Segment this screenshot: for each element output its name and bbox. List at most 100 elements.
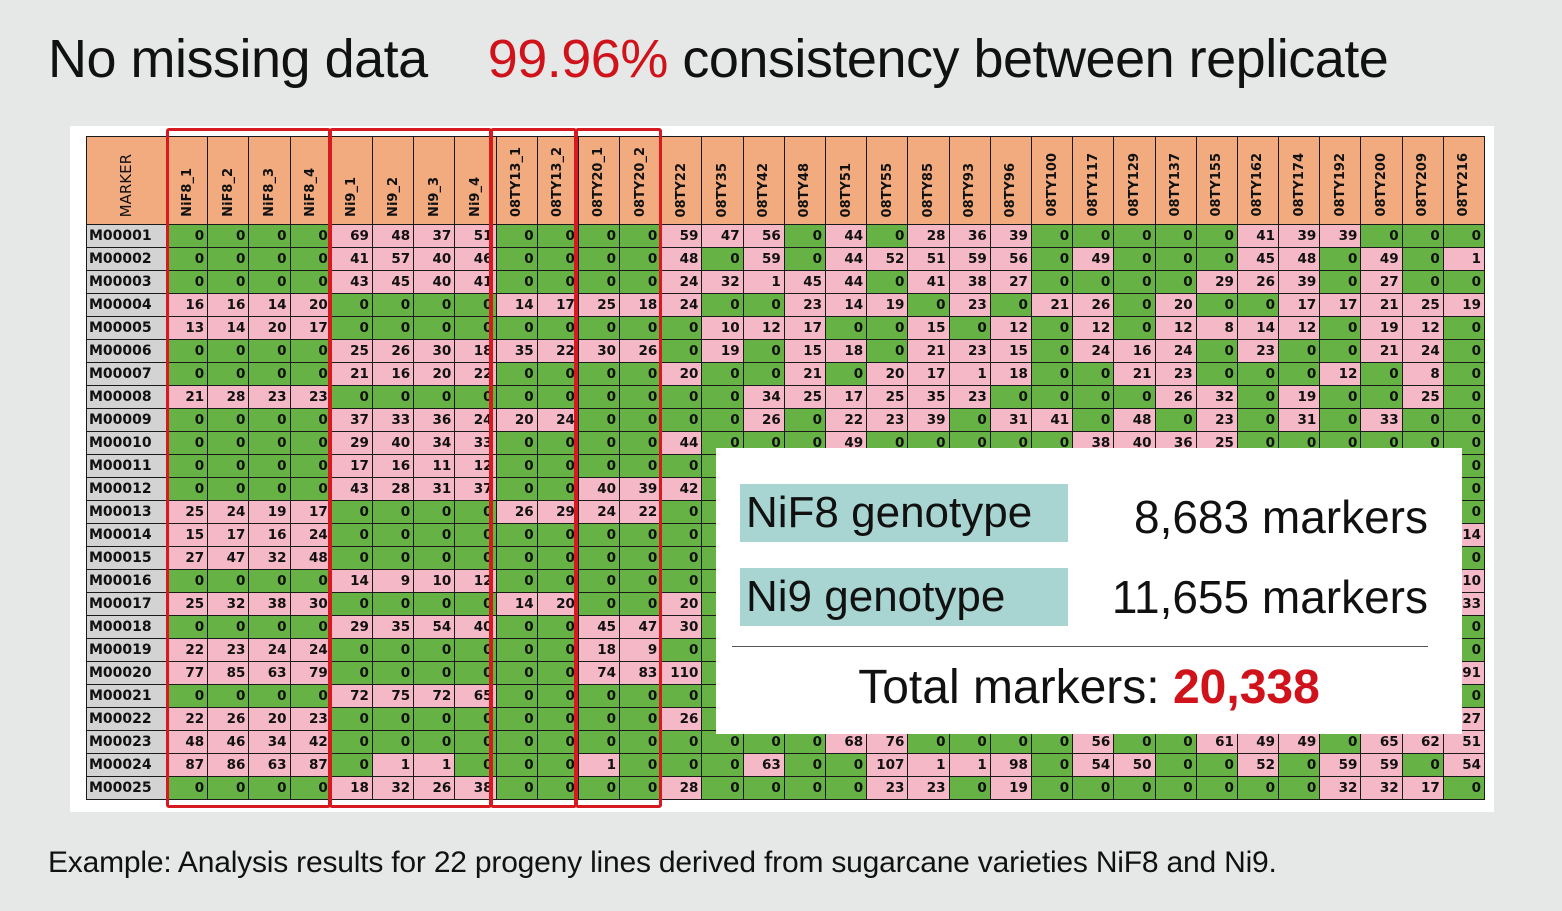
table-cell: 17 [1319, 293, 1362, 317]
table-cell: 23 [289, 385, 332, 409]
table-cell: 0 [577, 454, 621, 478]
table-cell: 44 [660, 431, 703, 455]
table-cell: 0 [577, 730, 621, 754]
table-cell: 0 [495, 753, 538, 777]
caption: Example: Analysis results for 22 progeny… [48, 846, 1277, 879]
table-cell: 41 [330, 247, 373, 271]
table-cell: 0 [165, 431, 209, 455]
column-header: NiF8_4 [289, 136, 332, 225]
table-cell: 51 [454, 224, 497, 248]
column-header: 08TY96 [989, 136, 1032, 225]
table-cell: 0 [1442, 224, 1486, 248]
column-header: 08TY22 [660, 136, 703, 225]
table-cell: 38 [248, 592, 291, 616]
table-cell: 0 [371, 592, 415, 616]
table-cell: 1 [742, 270, 785, 294]
table-cell: 28 [371, 477, 415, 501]
table-cell: 25 [783, 385, 827, 409]
table-cell: 0 [1236, 362, 1280, 386]
table-cell: 0 [1113, 730, 1156, 754]
table-cell: 0 [248, 247, 291, 271]
table-cell: 17 [783, 316, 827, 340]
table-cell: 31 [413, 477, 456, 501]
column-header: 08TY51 [824, 136, 868, 225]
table-cell: 0 [536, 224, 579, 248]
table-cell: 0 [495, 615, 538, 639]
table-row: M00007 0 0 0 0 21 16 20 22 0 0 0 0 20 0 0 21 0 20 17 1 18 0 0 21… [86, 362, 1486, 386]
table-cell: 0 [1154, 224, 1197, 248]
table-cell: 0 [866, 339, 909, 363]
table-cell: 0 [371, 638, 415, 662]
column-header: 08TY200 [1360, 136, 1403, 225]
table-cell: 26 [1236, 270, 1280, 294]
column-header: Ni9_1 [330, 136, 373, 225]
table-cell: 17 [824, 385, 868, 409]
table-cell: 0 [289, 408, 332, 432]
table-cell: 63 [248, 753, 291, 777]
table-cell: 59 [1319, 753, 1362, 777]
table-cell: 63 [248, 661, 291, 685]
table-cell: 30 [413, 339, 456, 363]
table-cell: 20 [660, 592, 703, 616]
table-cell: 24 [289, 638, 332, 662]
table-cell: 0 [495, 431, 538, 455]
table-cell: 0 [1072, 224, 1115, 248]
table-cell: 0 [454, 523, 497, 547]
table-cell: 17 [907, 362, 950, 386]
table-cell: 10 [413, 569, 456, 593]
table-cell: 0 [371, 730, 415, 754]
table-cell: 11 [413, 454, 456, 478]
table-cell: 0 [371, 316, 415, 340]
table-cell: 24 [577, 500, 621, 524]
table-row: M00004 16 16 14 20 0 0 0 0 14 17 25 18 24 0 0 23 14 19 0 23 0… [86, 293, 1486, 317]
table-cell: 32 [1360, 776, 1403, 800]
table-cell: 0 [1278, 753, 1321, 777]
table-cell: 12 [1319, 362, 1362, 386]
table-row: M00003 0 0 0 0 43 45 40 41 0 0 0 0 24 32 1 45 44 0 41 38 27 0 0… [86, 270, 1486, 294]
table-cell: 26 [619, 339, 662, 363]
headline-percent: 99.96% [487, 29, 669, 89]
table-cell: 47 [207, 546, 250, 570]
marker-id: M00006 [86, 339, 167, 363]
table-cell: 0 [619, 776, 662, 800]
summary-panel: NiF8 genotype 8,683 markers Ni9 genotype… [716, 448, 1462, 734]
table-cell: 23 [207, 638, 250, 662]
table-cell: 23 [948, 385, 991, 409]
table-cell: 0 [454, 500, 497, 524]
table-cell: 51 [907, 247, 950, 271]
table-cell: 0 [454, 707, 497, 731]
table-cell: 17 [289, 316, 332, 340]
table-cell: 0 [948, 730, 991, 754]
table-cell: 0 [495, 776, 538, 800]
table-cell: 0 [248, 454, 291, 478]
table-cell: 57 [371, 247, 415, 271]
table-cell: 54 [413, 615, 456, 639]
table-cell: 0 [248, 776, 291, 800]
marker-id: M00009 [86, 408, 167, 432]
table-cell: 0 [1154, 753, 1197, 777]
ni9-genotype-label: Ni9 genotype [740, 568, 1068, 626]
table-cell: 0 [783, 776, 827, 800]
marker-id: M00012 [86, 477, 167, 501]
table-cell: 49 [824, 431, 868, 455]
nif8-genotype-label: NiF8 genotype [740, 484, 1068, 542]
table-cell: 0 [577, 316, 621, 340]
table-cell: 0 [371, 661, 415, 685]
table-cell: 0 [413, 730, 456, 754]
table-cell: 0 [207, 224, 250, 248]
table-cell: 23 [1154, 362, 1197, 386]
table-cell: 0 [783, 753, 827, 777]
total-markers-value: 20,338 [1172, 661, 1320, 714]
table-cell: 27 [989, 270, 1032, 294]
table-cell: 19 [866, 293, 909, 317]
table-cell: 14 [207, 316, 250, 340]
table-cell: 0 [701, 385, 744, 409]
table-cell: 22 [165, 638, 209, 662]
table-cell: 0 [577, 247, 621, 271]
table-cell: 12 [454, 454, 497, 478]
table-cell: 18 [454, 339, 497, 363]
table-cell: 51 [1442, 730, 1486, 754]
table-cell: 86 [207, 753, 250, 777]
table-cell: 14 [824, 293, 868, 317]
table-cell: 25 [165, 592, 209, 616]
